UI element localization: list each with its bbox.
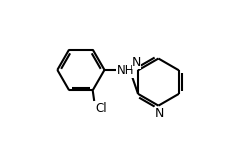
Text: Cl: Cl xyxy=(95,102,106,115)
Text: N: N xyxy=(154,107,164,120)
Text: N: N xyxy=(132,56,141,69)
Text: NH: NH xyxy=(117,64,134,77)
